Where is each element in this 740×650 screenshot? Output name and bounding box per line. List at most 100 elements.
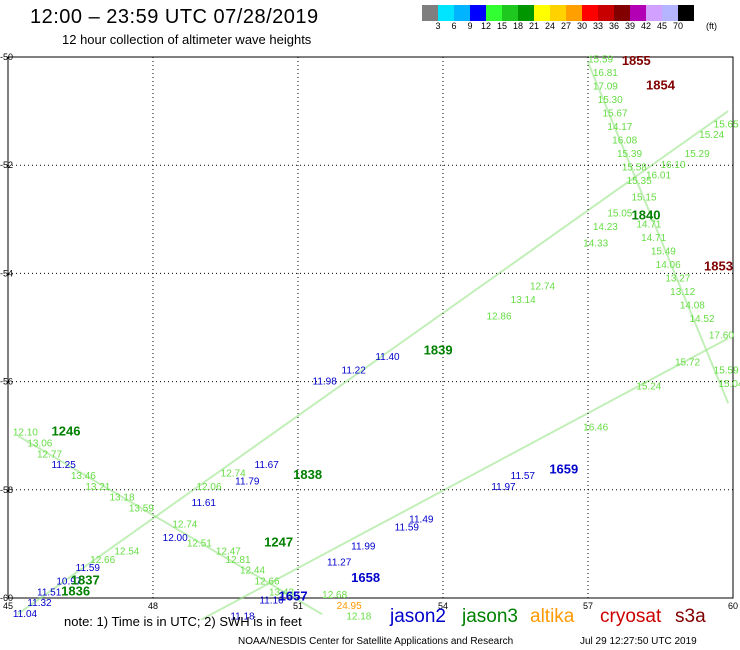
swh-value-label: 14.23 bbox=[593, 222, 618, 233]
swh-value-label: 12.66 bbox=[255, 576, 280, 587]
swh-value-label: 12.74 bbox=[172, 520, 197, 531]
swh-value-label: 15.35 bbox=[627, 176, 652, 187]
legend-altika: altika bbox=[530, 606, 575, 627]
swh-value-label: 12.74 bbox=[221, 468, 246, 479]
colorbar-cell bbox=[550, 5, 566, 21]
colorbar-cell bbox=[582, 5, 598, 21]
colorbar-label: 45 bbox=[656, 21, 668, 31]
swh-value-label: 13.43 bbox=[269, 587, 294, 598]
satellite-track bbox=[587, 62, 730, 404]
generation-timestamp: Jul 29 12:27:50 UTC 2019 bbox=[580, 636, 697, 647]
pass-time-label: 1246 bbox=[52, 424, 81, 439]
pass-time-label: 1658 bbox=[351, 570, 380, 585]
swh-value-label: 15.15 bbox=[632, 192, 657, 203]
swh-value-label: 12.10 bbox=[13, 428, 38, 439]
lon-tick-label: 48 bbox=[148, 601, 158, 611]
swh-value-label: 15.59 bbox=[588, 54, 613, 65]
colorbar-label: 24 bbox=[544, 21, 556, 31]
lon-tick-label: 57 bbox=[583, 601, 593, 611]
lat-tick-label: -60 bbox=[0, 593, 13, 603]
colorbar-cell bbox=[470, 5, 486, 21]
legend-s3a: s3a bbox=[675, 606, 706, 627]
swh-value-label: 12.81 bbox=[226, 555, 251, 566]
legend-jason3: jason3 bbox=[462, 606, 518, 627]
colorbar-label: 12 bbox=[480, 21, 492, 31]
pass-time-label: 1853 bbox=[704, 259, 733, 274]
swh-value-label: 11.16 bbox=[259, 595, 284, 606]
swh-value-label: 13.59 bbox=[129, 503, 154, 514]
swh-value-label: 12.18 bbox=[346, 612, 371, 623]
swh-value-label: 15.05 bbox=[607, 209, 632, 220]
swh-value-label: 15.30 bbox=[598, 95, 623, 106]
colorbar-label: 33 bbox=[592, 21, 604, 31]
swh-value-label: 12.54 bbox=[114, 547, 139, 558]
colorbar-label: 27 bbox=[560, 21, 572, 31]
swh-value-label: 11.61 bbox=[192, 498, 217, 509]
credit-line: NOAA/NESDIS Center for Satellite Applica… bbox=[238, 636, 514, 647]
colorbar-label: 36 bbox=[608, 21, 620, 31]
pass-time-label: 1854 bbox=[646, 77, 676, 92]
colorbar-cell bbox=[678, 5, 694, 21]
pass-time-label: 1836 bbox=[61, 583, 90, 598]
swh-value-label: 12.74 bbox=[530, 282, 555, 293]
satellite-track bbox=[200, 337, 729, 621]
swh-value-label: 13.21 bbox=[85, 482, 110, 493]
pass-time-label: 1838 bbox=[293, 467, 322, 482]
swh-value-label: 11.51 bbox=[37, 587, 62, 598]
satellite-track bbox=[17, 110, 729, 616]
lon-tick-label: 45 bbox=[3, 601, 13, 611]
colorbar-label: 30 bbox=[576, 21, 588, 31]
swh-value-label: 11.25 bbox=[52, 460, 77, 471]
swh-value-label: 10.97 bbox=[56, 576, 81, 587]
pass-time-label: 1657 bbox=[279, 589, 308, 604]
swh-value-label: 16.10 bbox=[661, 160, 686, 171]
swh-value-label: 11.04 bbox=[13, 609, 38, 620]
swh-colorbar bbox=[422, 5, 694, 21]
swh-value-label: 12.68 bbox=[322, 590, 347, 601]
swh-value-label: 12.47 bbox=[216, 547, 241, 558]
swh-value-label: 15.39 bbox=[617, 149, 642, 160]
swh-value-label: 12.00 bbox=[163, 533, 188, 544]
colorbar-cell bbox=[502, 5, 518, 21]
swh-value-label: 16.81 bbox=[593, 68, 618, 79]
colorbar-cell bbox=[486, 5, 502, 21]
colorbar-label: 21 bbox=[528, 21, 540, 31]
map-frame bbox=[7, 56, 734, 599]
swh-value-label: 12.66 bbox=[90, 555, 115, 566]
swh-value-label: 15.58 bbox=[622, 163, 647, 174]
swh-value-label: 11.79 bbox=[235, 476, 260, 487]
swh-value-label: 11.99 bbox=[351, 541, 376, 552]
swh-value-label: 16.08 bbox=[612, 136, 637, 147]
swh-value-label: 15.29 bbox=[685, 149, 710, 160]
colorbar-unit: (ft) bbox=[706, 21, 717, 31]
pass-time-label: 1247 bbox=[264, 535, 293, 550]
lat-tick-label: -54 bbox=[0, 268, 13, 278]
colorbar-cell bbox=[614, 5, 630, 21]
colorbar-cell bbox=[422, 5, 438, 21]
lon-tick-label: 51 bbox=[293, 601, 303, 611]
legend-cryosat: cryosat bbox=[600, 606, 662, 627]
swh-value-label: 13.18 bbox=[110, 493, 135, 504]
swh-value-label: 11.22 bbox=[342, 365, 367, 376]
swh-value-label: 14.71 bbox=[641, 233, 666, 244]
swh-value-label: 11.59 bbox=[76, 563, 101, 574]
swh-value-label: 14.52 bbox=[690, 314, 715, 325]
swh-value-label: 13.27 bbox=[665, 274, 690, 285]
colorbar-cell bbox=[518, 5, 534, 21]
pass-time-label: 1840 bbox=[632, 207, 661, 222]
colorbar-cell bbox=[566, 5, 582, 21]
swh-value-label: 15.49 bbox=[651, 246, 676, 257]
swh-value-label: 14.33 bbox=[583, 238, 608, 249]
swh-value-label: 11.27 bbox=[327, 558, 352, 569]
satellite-track bbox=[17, 434, 323, 616]
swh-value-label: 15.65 bbox=[714, 119, 739, 130]
swh-value-label: 13.46 bbox=[71, 471, 96, 482]
swh-value-label: 15.59 bbox=[714, 365, 739, 376]
colorbar-cell bbox=[630, 5, 646, 21]
swh-value-label: 16.46 bbox=[583, 422, 608, 433]
swh-value-label: 14.71 bbox=[636, 219, 661, 230]
swh-value-label: 15.24 bbox=[699, 130, 724, 141]
swh-value-label: 11.67 bbox=[255, 460, 280, 471]
lon-tick-label: 54 bbox=[438, 601, 448, 611]
colorbar-label: 70 bbox=[672, 21, 684, 31]
